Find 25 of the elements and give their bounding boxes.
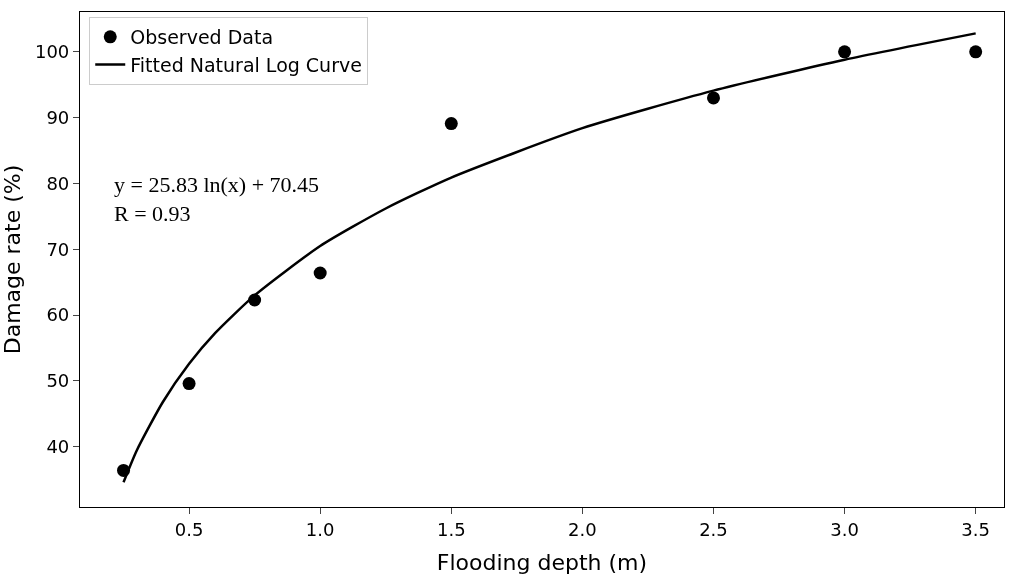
y-tick-label: 60 bbox=[46, 304, 70, 326]
point bbox=[969, 45, 983, 59]
y-tick-label: 90 bbox=[46, 106, 70, 128]
point bbox=[182, 377, 196, 391]
legend-label: Fitted Natural Log Curve bbox=[130, 53, 362, 76]
x-tick-label: 2.0 bbox=[568, 518, 597, 540]
y-axis-title: Damage rate (%) bbox=[0, 164, 25, 355]
y-tick-label: 40 bbox=[46, 436, 70, 458]
y-tick-label: 80 bbox=[46, 172, 70, 194]
x-tick-label: 1.0 bbox=[305, 518, 335, 540]
y-tick-label: 70 bbox=[46, 238, 70, 260]
x-tick-label: 3.5 bbox=[961, 518, 990, 540]
x-tick-label: 3.0 bbox=[830, 518, 859, 540]
legend-label: Observed Data bbox=[130, 26, 274, 49]
x-axis-title: Flooding depth (m) bbox=[436, 549, 648, 575]
point bbox=[706, 91, 720, 105]
x-tick-label: 1.5 bbox=[436, 518, 466, 540]
y-tick-label: 50 bbox=[46, 370, 70, 392]
annotation: y = 25.83 ln(x) + 70.45 R = 0.93 bbox=[114, 172, 320, 226]
x-tick-label: 0.5 bbox=[174, 518, 204, 540]
point bbox=[838, 45, 852, 59]
point bbox=[444, 117, 458, 131]
point bbox=[313, 266, 327, 280]
x-tick-label: 2.5 bbox=[699, 518, 728, 540]
y-tick-label: 100 bbox=[34, 41, 70, 63]
